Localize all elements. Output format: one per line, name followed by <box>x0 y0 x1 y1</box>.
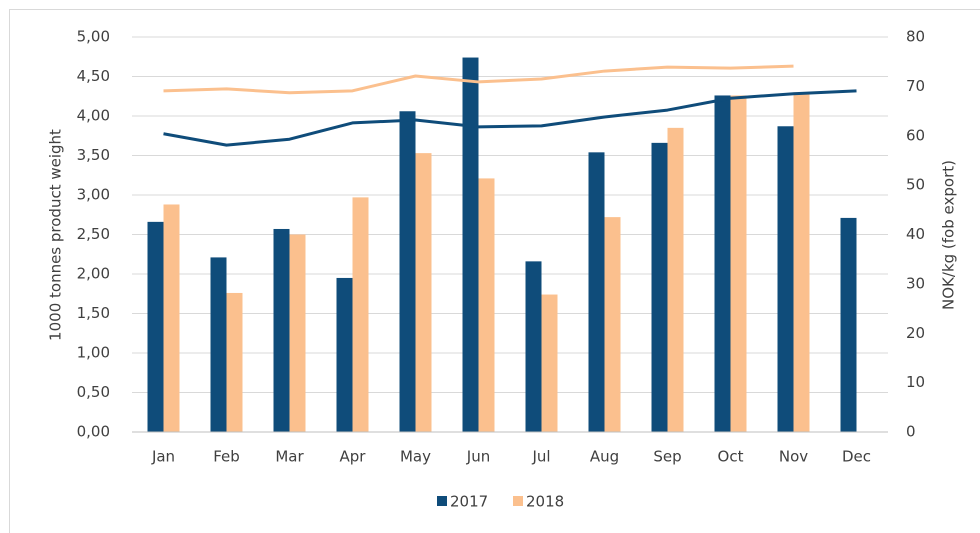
bar <box>274 229 290 432</box>
bar <box>164 204 180 432</box>
x-tick-label: Jun <box>466 448 490 466</box>
bar <box>148 222 164 432</box>
bar <box>605 217 621 432</box>
bar <box>463 58 479 432</box>
bar <box>227 293 243 432</box>
y-tick-label: 4,00 <box>77 107 110 125</box>
bar <box>416 153 432 432</box>
y-tick-label: 2,00 <box>77 265 110 283</box>
x-tick-label: Nov <box>779 448 808 466</box>
bar <box>715 95 731 432</box>
legend-label: 2018 <box>526 493 564 511</box>
y-tick-label: 0,00 <box>77 423 110 441</box>
bar <box>526 261 542 432</box>
y-tick-label: 3,50 <box>77 146 110 164</box>
x-tick-label: May <box>400 448 431 466</box>
y2-tick-label: 10 <box>906 373 925 391</box>
bar <box>353 197 369 432</box>
bar <box>400 111 416 432</box>
y2-tick-label: 80 <box>906 28 925 46</box>
bar <box>794 92 810 432</box>
bar <box>778 126 794 432</box>
y-tick-label: 5,00 <box>77 28 110 46</box>
y-tick-label: 1,00 <box>77 344 110 362</box>
bar <box>542 295 558 432</box>
x-tick-label: Mar <box>275 448 304 466</box>
chart: 1000 tonnes product weight NOK/kg (fob e… <box>0 0 980 533</box>
y-tick-label: 1,50 <box>77 304 110 322</box>
bar <box>589 152 605 432</box>
x-tick-label: Oct <box>718 448 744 466</box>
x-tick-label: Jan <box>151 448 175 466</box>
bar <box>211 257 227 432</box>
bar <box>479 178 495 432</box>
x-tick-label: Feb <box>213 448 240 466</box>
line <box>164 91 857 145</box>
bar <box>290 235 306 433</box>
legend-swatch <box>437 496 447 506</box>
x-tick-label: Aug <box>590 448 619 466</box>
legend-swatch <box>513 496 523 506</box>
bar <box>337 278 353 432</box>
y2-tick-label: 30 <box>906 274 925 292</box>
y-tick-label: 4,50 <box>77 67 110 85</box>
bar <box>731 95 747 432</box>
y-tick-label: 3,00 <box>77 186 110 204</box>
y2-tick-label: 60 <box>906 126 925 144</box>
x-tick-label: Sep <box>653 448 681 466</box>
bar <box>841 218 857 432</box>
y2-tick-label: 40 <box>906 225 925 243</box>
x-tick-label: Jul <box>531 448 550 466</box>
y2-tick-label: 70 <box>906 77 925 95</box>
x-tick-label: Dec <box>842 448 871 466</box>
bar <box>668 128 684 432</box>
y2-axis-label: NOK/kg (fob export) <box>940 160 958 310</box>
y2-tick-label: 0 <box>906 423 916 441</box>
y-tick-label: 2,50 <box>77 225 110 243</box>
x-tick-label: Apr <box>340 448 367 466</box>
y-tick-label: 0,50 <box>77 383 110 401</box>
y-axis-label: 1000 tonnes product weight <box>47 129 65 341</box>
y2-tick-label: 50 <box>906 176 925 194</box>
bar <box>652 143 668 432</box>
legend-label: 2017 <box>450 493 488 511</box>
y2-tick-label: 20 <box>906 324 925 342</box>
